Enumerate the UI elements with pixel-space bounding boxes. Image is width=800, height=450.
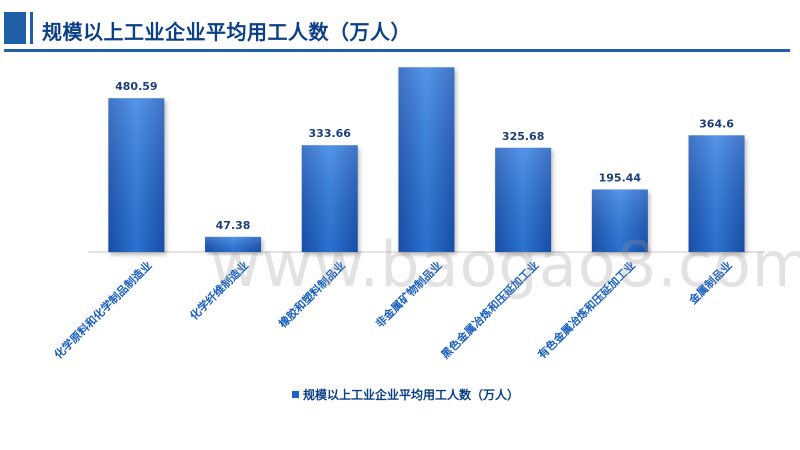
value-label-4: 577.23 (405, 60, 447, 62)
bar-highlight-3 (301, 145, 358, 252)
page-title: 规模以上工业企业平均用工人数（万人） (42, 20, 411, 44)
title-accent-line (30, 12, 33, 44)
value-label-5: 325.68 (502, 130, 544, 143)
category-label-4: 非金属矿物制品业 (372, 258, 444, 330)
category-label-7: 金属制品业 (685, 258, 734, 307)
category-label-6: 有色金属冶炼和压延加工业 (535, 258, 638, 361)
value-label-3: 333.66 (309, 127, 352, 140)
bar-highlight-4 (398, 67, 455, 252)
legend-swatch (292, 390, 299, 398)
bar-highlight-1 (108, 98, 165, 252)
title-divider (4, 49, 790, 52)
category-label-5: 黑色金属冶炼和压延加工业 (438, 258, 541, 361)
bar-highlight-2 (205, 236, 262, 252)
value-label-6: 195.44 (599, 171, 642, 184)
value-label-1: 480.59 (115, 80, 157, 93)
category-label-1: 化学原料和化学制品制造业 (51, 258, 154, 361)
value-label-2: 47.38 (216, 219, 251, 232)
title-accent-block (4, 12, 26, 44)
title-bar: 规模以上工业企业平均用工人数（万人） (0, 0, 800, 52)
category-label-3: 橡胶和塑料制品业 (276, 258, 348, 330)
bar-chart: 480.59 化学原料和化学制品制造业 47.38 化学纤维制造业 333.66 橡胶和塑… (51, 60, 765, 361)
bar-highlight-6 (591, 189, 648, 252)
chart-legend: 规模以上工业企业平均用工人数（万人） (292, 386, 519, 402)
bar-highlight-5 (495, 147, 552, 252)
category-label-2: 化学纤维制造业 (187, 258, 251, 322)
value-label-7: 364.6 (699, 117, 734, 130)
legend-label: 规模以上工业企业平均用工人数（万人） (303, 387, 520, 402)
bar-highlight-7 (688, 135, 745, 252)
